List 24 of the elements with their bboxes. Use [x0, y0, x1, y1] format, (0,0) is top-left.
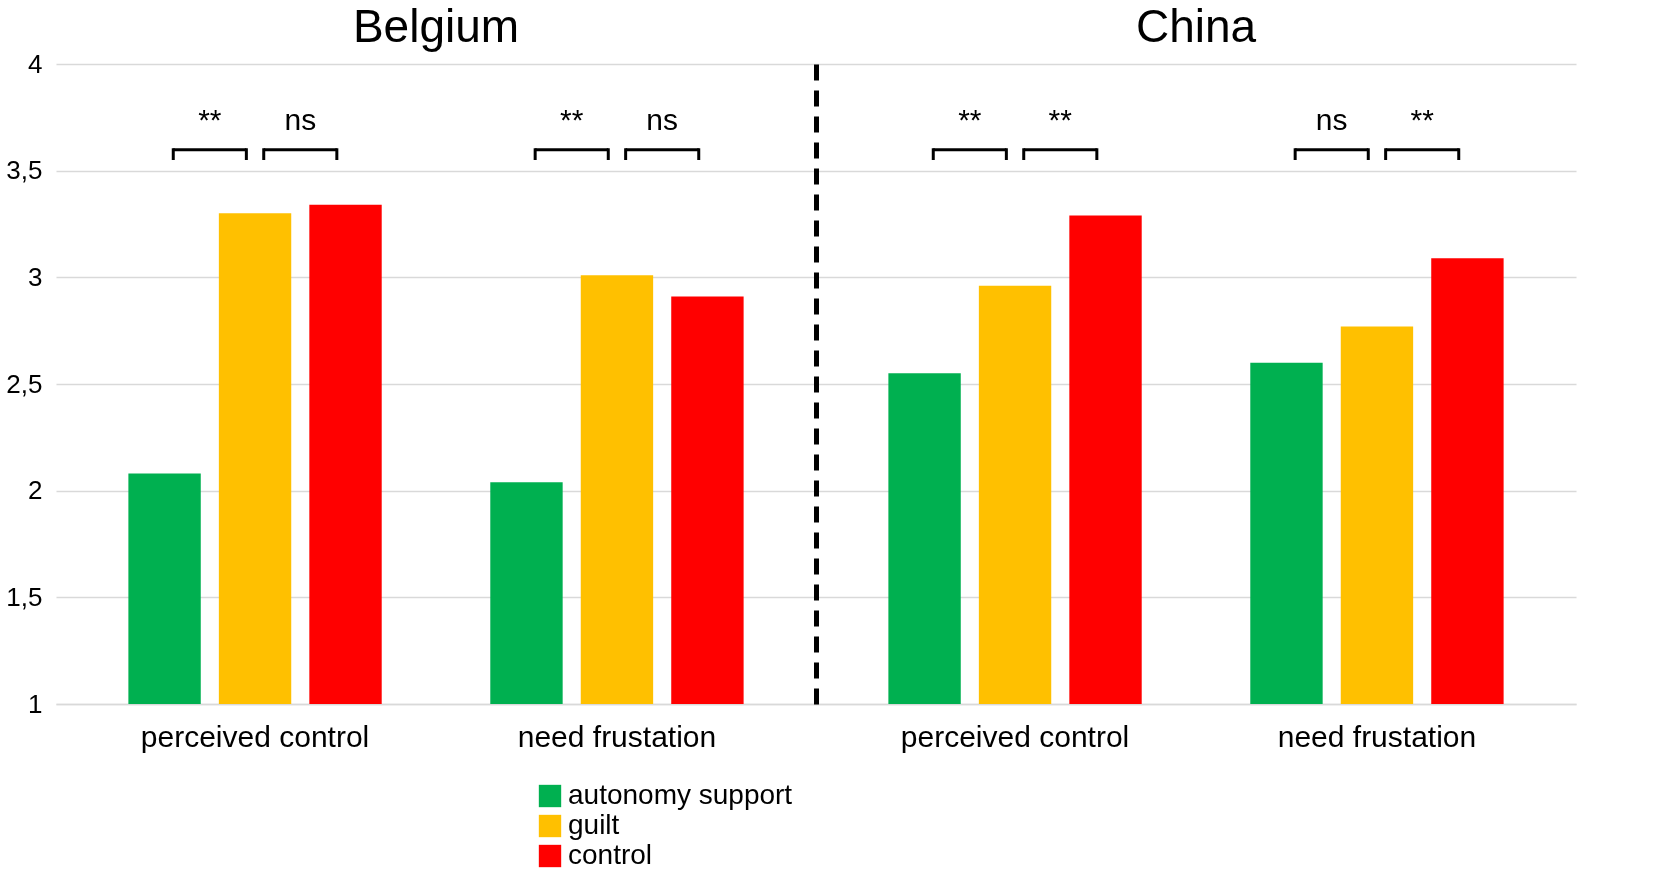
x-tick-label: perceived control — [900, 719, 1130, 753]
annotation: ns — [284, 102, 317, 136]
annotation: ** — [1410, 102, 1435, 136]
y-tick-label: 1,5 — [6, 581, 43, 612]
annotation: ns — [646, 102, 679, 136]
y-tick-label: 2,5 — [6, 368, 43, 399]
x-tick-label: need frustation — [1277, 719, 1477, 753]
y-tick-label: 3 — [28, 261, 43, 292]
legend-label: guilt — [568, 809, 620, 840]
annotation: ** — [958, 102, 982, 136]
x-tick-label: perceived control — [140, 719, 370, 753]
annotation: ns — [1315, 102, 1348, 136]
y-tick-label: 2 — [28, 475, 43, 506]
legend-label: control — [568, 839, 653, 870]
chart-title: Belgium — [352, 0, 520, 52]
annotation: ** — [560, 102, 584, 136]
y-tick-label: 3,5 — [6, 155, 43, 186]
annotation: ** — [198, 102, 222, 136]
x-tick-label: need frustation — [517, 719, 717, 753]
annotation: ** — [1048, 102, 1073, 136]
legend-label: autonomy support — [568, 779, 793, 810]
y-tick-label: 4 — [28, 48, 43, 79]
chart-title: China — [1135, 0, 1257, 52]
y-tick-label: 1 — [28, 688, 43, 719]
